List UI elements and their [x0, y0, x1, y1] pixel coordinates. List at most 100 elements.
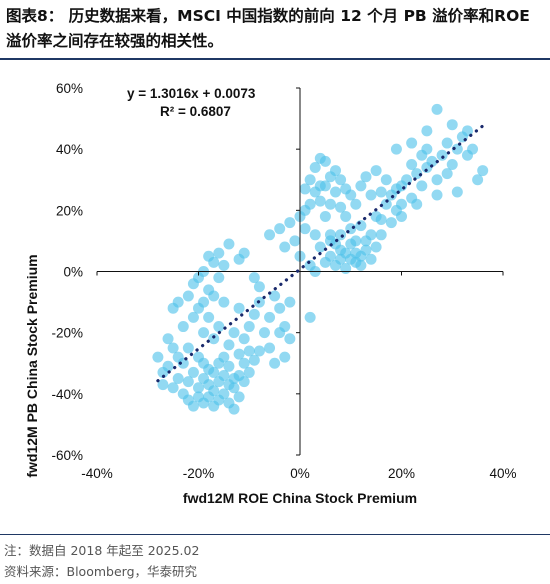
- data-point-120: [324, 250, 336, 262]
- data-point-72: [253, 345, 265, 357]
- data-point-188: [324, 235, 336, 247]
- data-point-133: [345, 189, 357, 201]
- data-point-96: [279, 241, 291, 253]
- data-point-56: [228, 403, 240, 415]
- points-layer: [152, 103, 489, 415]
- data-point-59: [228, 327, 240, 339]
- data-point-84: [284, 333, 296, 345]
- data-point-151: [375, 186, 387, 198]
- scatter-chart: -40% -20% 0% 20% 40%60%40%20%0%-20%-40%-60% …: [24, 81, 517, 506]
- data-point-148: [370, 165, 382, 177]
- data-point-109: [309, 229, 321, 241]
- data-point-65: [238, 357, 250, 369]
- data-point-49: [218, 351, 230, 363]
- data-point-197: [431, 189, 443, 201]
- x-tick-label-3: 20%: [388, 466, 415, 481]
- data-point-64: [238, 376, 250, 388]
- data-point-173: [441, 137, 453, 149]
- data-point-169: [426, 155, 438, 167]
- data-point-4: [162, 360, 174, 372]
- data-point-172: [436, 149, 448, 161]
- data-point-30: [198, 327, 210, 339]
- data-point-67: [243, 366, 255, 378]
- y-axis-title: fwd12M PB China Stock Premium: [24, 254, 40, 477]
- x-tick-label-2: 0%: [290, 466, 310, 481]
- data-point-199: [451, 186, 463, 198]
- y-tick-label-3: 0%: [63, 265, 83, 280]
- data-point-10: [172, 373, 184, 385]
- data-point-75: [264, 311, 276, 323]
- x-axis-title: fwd12M ROE China Stock Premium: [183, 490, 417, 506]
- x-tick-label-4: 40%: [489, 466, 516, 481]
- data-point-3: [162, 333, 174, 345]
- figure-title: 图表8： 历史数据来看，MSCI 中国指数的前向 12 个月 PB 溢价率和RO…: [6, 7, 530, 50]
- y-tick-label-5: -40%: [51, 387, 83, 402]
- data-point-40: [208, 333, 220, 345]
- x-tick-label-0: -40%: [81, 466, 113, 481]
- data-point-192: [335, 229, 347, 241]
- data-point-103: [299, 183, 311, 195]
- data-point-174: [446, 158, 458, 170]
- data-point-185: [446, 119, 458, 131]
- data-point-145: [360, 244, 372, 256]
- data-point-194: [375, 214, 387, 226]
- data-point-97: [284, 217, 296, 229]
- data-point-62: [233, 348, 245, 360]
- data-point-179: [472, 174, 484, 186]
- data-point-184: [461, 125, 473, 137]
- y-tick-label-2: 20%: [56, 203, 83, 218]
- r-squared-label: R² = 0.6807: [160, 104, 231, 119]
- data-point-182: [406, 137, 418, 149]
- data-point-114: [319, 155, 331, 167]
- data-point-102: [299, 223, 311, 235]
- data-point-198: [441, 168, 453, 180]
- data-point-17: [182, 290, 194, 302]
- source-note: 资料来源：Bloomberg，华泰研究: [4, 564, 197, 579]
- data-point-39: [208, 366, 220, 378]
- data-point-183: [390, 143, 402, 155]
- axes-layer: [96, 87, 504, 456]
- data-point-171: [431, 174, 443, 186]
- data-point-87: [208, 256, 220, 268]
- data-point-0: [152, 351, 164, 363]
- data-point-81: [279, 321, 291, 333]
- data-point-7: [167, 342, 179, 354]
- data-point-164: [411, 168, 423, 180]
- data-point-82: [279, 351, 291, 363]
- data-point-193: [350, 235, 362, 247]
- data-point-20: [187, 311, 199, 323]
- data-point-137: [350, 198, 362, 210]
- data-point-93: [253, 281, 265, 293]
- data-point-140: [355, 180, 367, 192]
- data-point-18: [187, 400, 199, 412]
- data-point-76: [264, 342, 276, 354]
- data-point-154: [380, 174, 392, 186]
- data-point-89: [223, 238, 235, 250]
- data-point-12: [177, 321, 189, 333]
- data-point-160: [396, 198, 407, 210]
- data-point-150: [370, 241, 382, 253]
- data-point-57: [228, 382, 240, 394]
- data-point-141: [355, 220, 367, 232]
- y-tick-label-4: -20%: [51, 326, 83, 341]
- data-point-105: [304, 174, 316, 186]
- data-point-152: [375, 229, 387, 241]
- data-point-121: [330, 165, 342, 177]
- tick-labels-layer: -40% -20% 0% 20% 40% 60% 40% 20% 0% -20% -40% -60%: [51, 81, 516, 481]
- data-point-153: [380, 198, 392, 210]
- data-point-31: [198, 296, 210, 308]
- data-point-92: [248, 272, 260, 284]
- data-point-106: [304, 311, 316, 323]
- data-point-74: [258, 327, 270, 339]
- data-point-115: [319, 210, 331, 222]
- data-point-48: [218, 369, 230, 381]
- data-point-175: [451, 143, 463, 155]
- data-point-88: [213, 247, 225, 259]
- data-point-186: [365, 229, 377, 241]
- data-point-167: [421, 143, 433, 155]
- data-point-2: [157, 379, 169, 391]
- data-point-196: [411, 198, 423, 210]
- data-point-77: [269, 290, 281, 302]
- data-point-45: [213, 321, 225, 333]
- data-point-16: [182, 342, 194, 354]
